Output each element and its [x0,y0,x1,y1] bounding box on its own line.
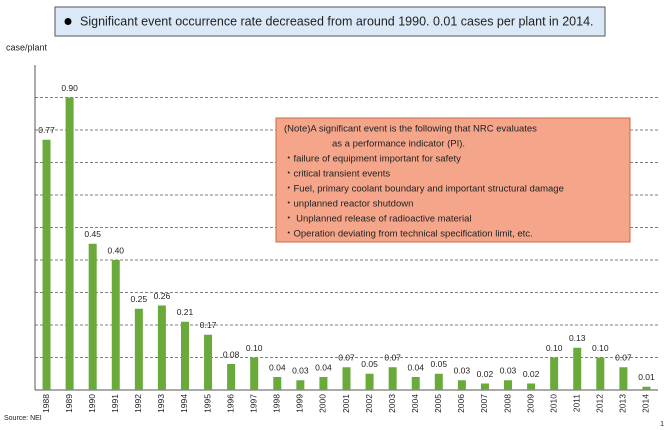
value-label: 0.07 [384,353,401,363]
bar [527,383,536,390]
note-line: ・ Unplanned release of radioactive mater… [284,214,471,225]
x-tick-label: 2004 [410,394,420,413]
x-tick-label: 2007 [479,394,489,413]
x-tick-label: 2002 [364,394,374,413]
value-label: 0.25 [131,294,148,304]
bar [296,380,305,390]
value-label: 0.02 [523,369,540,379]
value-label: 0.13 [569,333,586,343]
value-label: 0.26 [154,291,171,301]
x-tick-label: 1988 [41,394,51,413]
value-label: 0.04 [407,362,424,372]
note-line: (Note)A significant event is the followi… [284,124,537,135]
value-label: 0.10 [246,343,263,353]
x-tick-label: 2000 [318,394,328,413]
bullet [64,18,72,25]
x-tick-label: 1993 [156,394,166,413]
value-label: 0.40 [107,245,124,255]
bar [342,367,351,390]
bar [619,367,628,390]
x-tick-label: 2009 [525,394,535,413]
bar [88,243,97,390]
bar [111,260,120,390]
x-tick-label: 2013 [618,394,628,413]
bar [434,373,443,390]
bar [157,305,166,390]
x-tick-label: 2011 [571,394,581,413]
chart-title: Significant event occurrence rate decrea… [80,14,594,28]
x-tick-label: 2010 [548,394,558,413]
value-label: 0.03 [500,366,517,376]
note-box [275,117,631,243]
x-tick-label: 1992 [133,394,143,413]
x-tick-label: 1995 [202,394,212,413]
value-label: 0.17 [200,320,217,330]
value-label: 0.03 [292,366,309,376]
bar [250,357,259,390]
note-line: as a performance indicator (PI). [332,139,465,150]
bar [550,357,559,390]
x-tick-label: 2012 [595,394,605,413]
value-label: 0.77 [38,125,55,135]
value-label: 0.05 [361,359,378,369]
bar [227,364,236,390]
bar [642,386,651,390]
value-label: 0.03 [454,366,471,376]
bar [388,367,397,390]
bar [319,377,328,390]
value-label: 0.07 [338,353,355,363]
x-tick-label: 1996 [225,394,235,413]
source: Source: NEI [4,415,42,422]
bar [480,383,489,390]
x-tick-label: 1997 [248,394,258,413]
value-label: 0.10 [546,343,563,353]
bar [180,321,189,390]
value-label: 0.02 [477,369,494,379]
bar [365,373,374,390]
value-label: 0.01 [638,372,655,382]
bar [573,347,582,390]
value-label: 0.04 [315,362,332,372]
x-tick-label: 2014 [641,394,651,413]
x-tick-label: 1991 [110,394,120,413]
bar [204,334,213,390]
bar [457,380,466,390]
bar [273,377,282,390]
x-tick-label: 2008 [502,394,512,413]
bar [596,357,605,390]
x-tick-label: 2001 [341,394,351,413]
note-line: ・unplanned reactor shutdown [284,199,413,210]
note-line: ・failure of equipment important for safe… [284,154,461,165]
x-tick-label: 1999 [295,394,305,413]
x-tick-label: 2006 [456,394,466,413]
x-tick-label: 1990 [87,394,97,413]
x-tick-label: 1998 [272,394,282,413]
bar [42,139,51,390]
bar [65,97,74,390]
note-line: ・critical transient events [284,169,390,180]
x-tick-label: 1994 [179,394,189,413]
bar [504,380,513,390]
value-label: 0.08 [223,349,240,359]
value-label: 0.05 [431,359,448,369]
y-axis-label: case/plant [6,42,48,52]
value-label: 0.04 [269,362,286,372]
x-tick-label: 2003 [387,394,397,413]
note-line: ・Fuel, primary coolant boundary and impo… [284,184,564,195]
x-tick-label: 1989 [64,394,74,413]
note-line: ・Operation deviating from technical spec… [284,229,533,240]
value-label: 0.10 [592,343,609,353]
value-label: 0.07 [615,353,632,363]
value-label: 0.21 [177,307,194,317]
page-number: 1 [660,421,664,428]
value-label: 0.45 [84,229,101,239]
title-box [54,6,606,37]
x-tick-label: 2005 [433,394,443,413]
bar [411,377,420,390]
value-label: 0.90 [61,83,78,93]
bar [134,308,143,390]
